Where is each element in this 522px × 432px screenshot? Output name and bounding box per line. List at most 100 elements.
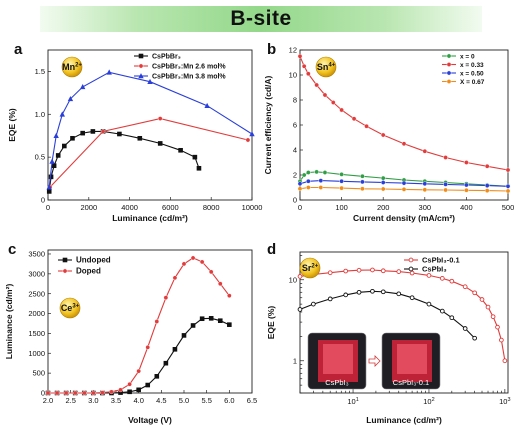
data-point — [306, 71, 311, 77]
data-point — [199, 316, 205, 322]
x-axis-ticks — [299, 389, 506, 393]
data-point — [181, 261, 187, 267]
inset-glow — [397, 344, 427, 374]
data-point — [178, 147, 183, 153]
data-point — [499, 337, 504, 343]
y-tick-label: 3000 — [28, 269, 45, 278]
x-tick-label: 4000 — [121, 203, 138, 212]
y-tick-label: 0 — [293, 196, 297, 205]
data-point — [227, 293, 232, 298]
x-tick-label: 6.5 — [247, 396, 257, 405]
data-point — [109, 389, 114, 395]
data-point — [55, 153, 61, 158]
data-point — [464, 182, 469, 188]
inset-glow — [323, 344, 353, 374]
data-point — [53, 132, 59, 139]
data-point — [360, 186, 365, 192]
x-axis-title: Luminance (cd/m²) — [366, 415, 442, 425]
y-axis-ticks: 0 500 1000 1500 2000 2500 3000 3500 — [28, 250, 51, 398]
x-axis-ticks: 0 2000 4000 6000 8000 10000 — [46, 197, 262, 212]
y-tick-label: 0 — [41, 196, 45, 205]
legend-entry: CsPbBr₃:Mn 3.8 mol% — [152, 74, 226, 81]
data-point — [443, 182, 448, 187]
data-point — [227, 322, 232, 327]
data-point — [396, 291, 402, 297]
y-tick-label: 1 — [293, 356, 297, 365]
y-tick-label: 1500 — [28, 329, 45, 338]
data-point — [297, 53, 303, 59]
series-b-1 — [297, 53, 511, 173]
arrow-icon — [368, 355, 381, 367]
panel-a-badge: Mn2+ — [61, 56, 82, 78]
y-axis-ticks: 0 0.5 1.0 1.5 — [35, 67, 51, 205]
x-tick-label: 0 — [298, 203, 302, 212]
panel-d-letter: d — [267, 241, 276, 258]
data-point — [339, 107, 344, 113]
data-point — [449, 278, 455, 284]
data-point — [479, 297, 485, 302]
panel-a-letter: a — [14, 41, 23, 58]
data-point — [327, 270, 333, 276]
data-point — [157, 141, 163, 146]
data-point — [464, 160, 469, 165]
data-point — [157, 116, 163, 121]
data-point — [163, 360, 169, 366]
data-point — [137, 135, 143, 141]
y-tick-label: 2500 — [28, 289, 45, 298]
x-tick-label: 8000 — [203, 203, 220, 212]
data-point — [401, 187, 407, 192]
legend-marker — [62, 257, 68, 263]
data-point — [343, 268, 349, 274]
data-point — [46, 184, 52, 190]
badge-charge: 3+ — [72, 304, 79, 310]
x-tick-label: 6.0 — [224, 396, 234, 405]
panel-c-badge: Ce3+ — [59, 297, 81, 319]
inset-photos: CsPbI₃ CsPbI₃-0.1 — [307, 332, 441, 390]
legend-marker — [446, 62, 452, 67]
legend-marker — [446, 70, 452, 76]
x-axis-title: Current density (mA/cm²) — [353, 213, 455, 223]
legend-entry: CsPbBr₃ — [152, 54, 181, 61]
section-banner: B-site — [40, 6, 482, 32]
data-point — [422, 148, 428, 154]
data-point — [322, 170, 328, 175]
data-point — [172, 347, 178, 352]
data-point — [297, 307, 303, 312]
data-point — [181, 333, 187, 338]
data-point — [462, 326, 468, 331]
data-point — [100, 129, 106, 134]
y-axis-title: Luminance (cd/m²) — [4, 284, 14, 360]
data-point — [484, 183, 490, 188]
series-b-2 — [297, 178, 511, 189]
data-point — [54, 390, 60, 396]
y-tick-label: 12 — [289, 46, 297, 55]
data-point — [318, 178, 324, 183]
plot-frame — [299, 49, 509, 201]
panel-b-letter: b — [267, 41, 276, 58]
data-point — [62, 143, 67, 149]
legend-entry: x = 0.50 — [460, 71, 484, 78]
tick-exponent: 1 — [356, 397, 359, 403]
legend-entry: CsPbI₃ — [422, 265, 447, 274]
data-point — [217, 318, 223, 324]
x-tick-label: 4.0 — [133, 396, 143, 405]
badge-ion-label: Ce3+ — [61, 303, 80, 313]
legend-marker — [62, 268, 68, 274]
data-point — [192, 154, 198, 160]
y-tick-label: 1.5 — [35, 67, 45, 76]
data-point — [117, 131, 122, 137]
legend-c: Undoped Doped — [58, 256, 111, 276]
data-point — [409, 295, 415, 301]
data-point — [91, 390, 96, 396]
data-point — [322, 92, 328, 98]
data-point — [409, 270, 415, 276]
x-tick-label: 200 — [377, 203, 390, 212]
data-point — [380, 289, 386, 295]
data-point — [314, 169, 319, 175]
data-point — [356, 267, 362, 273]
data-point — [51, 163, 57, 169]
data-point — [484, 163, 490, 169]
legend-entry: Doped — [76, 267, 101, 276]
